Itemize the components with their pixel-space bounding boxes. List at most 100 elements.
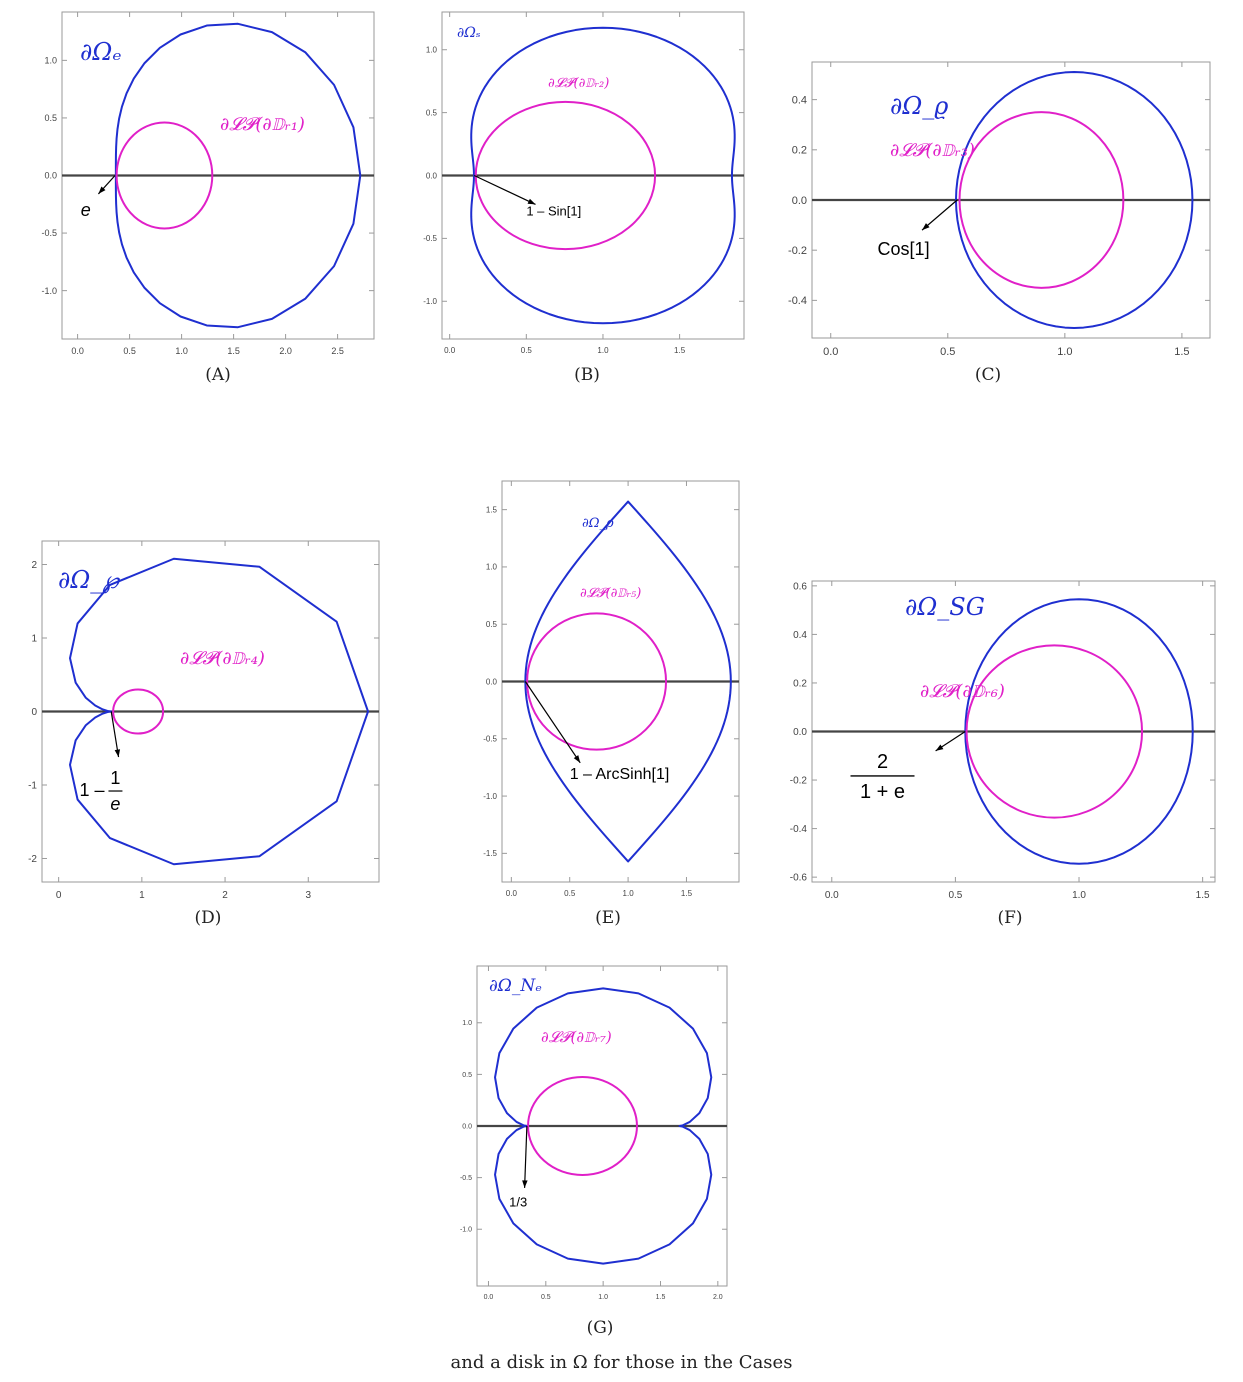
x-tick-label: 0.5 (948, 890, 962, 901)
y-tick-label: -1.5 (483, 849, 497, 858)
y-tick-label: -0.2 (788, 245, 807, 257)
y-tick-label: 1.0 (462, 1020, 472, 1027)
x-tick-label: 1.0 (175, 346, 188, 356)
x-tick-label: 0 (56, 890, 62, 901)
outer-curve-label: ∂Ω_Nₑ (489, 976, 542, 996)
arrow-head (114, 749, 121, 758)
point-annotation: 1/3 (509, 1195, 527, 1210)
point-annotation: Cos[1] (878, 239, 930, 259)
y-tick-label: -0.5 (483, 735, 497, 744)
point-annotation: e (81, 200, 91, 220)
panel-g: 0.0 0.5 1.0 1.5 2.0 -1.0 -0.5 0.0 0.5 1.0 1/3 ∂Ω_Nₑ… (460, 965, 728, 1338)
x-tick-label: 2.0 (713, 1294, 723, 1301)
annotation-numerator: 2 (877, 751, 888, 773)
y-tick-label: 0.0 (44, 171, 57, 181)
x-tick-label: 0.0 (484, 1294, 494, 1301)
x-tick-label: 1.0 (597, 346, 609, 355)
panel-a: 0.0 0.5 1.0 1.5 2.0 2.5 -1.0 -0.5 0.0 0.5 1.0 e ∂Ωₑ ∂… (41, 11, 375, 385)
x-tick-label: 1.5 (227, 346, 240, 356)
arrow-head (935, 744, 944, 751)
y-tick-label: -0.5 (423, 234, 437, 243)
y-tick-label: -1 (28, 780, 37, 791)
x-tick-label: 1.0 (623, 889, 635, 898)
panel-caption: (G) (587, 1318, 614, 1338)
outer-boundary-curve (114, 22, 362, 329)
arrow-head (573, 755, 581, 763)
y-tick-label: -2 (28, 854, 37, 865)
x-tick-label: 0.5 (541, 1294, 551, 1301)
panel-e: 0.0 0.5 1.0 1.5 -1.5 -1.0 -0.5 0.0 0.5 1.0 1.5 1 – … (483, 480, 740, 928)
panel-caption: (F) (997, 908, 1022, 928)
arrow-head (527, 198, 536, 205)
x-tick-label: 1.5 (1174, 346, 1189, 358)
x-tick-label: 0.0 (71, 346, 84, 356)
y-tick-label: 0.4 (792, 94, 807, 106)
bottom-caption: and a disk in Ω for those in the Cases (450, 1352, 793, 1373)
x-tick-label: 1 (139, 890, 145, 901)
y-tick-label: 0.5 (426, 108, 438, 117)
outer-curve-label: ∂Ωₛ (457, 25, 481, 41)
inner-curve-label: ∂𝓛𝓟(∂𝔻ᵣ₇) (541, 1028, 612, 1046)
panel-caption: (A) (205, 365, 231, 385)
y-tick-label: 0.0 (792, 195, 807, 207)
x-tick-label: 1.5 (656, 1294, 666, 1301)
panel-b: 0.0 0.5 1.0 1.5 -1.0 -0.5 0.0 0.5 1.0 1 – Sin[1] ∂… (423, 11, 745, 385)
y-tick-label: 1.5 (486, 505, 498, 514)
x-tick-label: 1.0 (598, 1294, 608, 1301)
inner-curve-label: ∂𝓛𝓟(∂𝔻ᵣ₂) (548, 76, 609, 91)
panel-caption: (E) (595, 908, 621, 928)
arrow-head (98, 186, 106, 194)
point-annotation: 1 – Sin[1] (526, 204, 581, 219)
y-tick-label: 1 (31, 634, 37, 645)
inner-curve-label: ∂𝓛𝓟(∂𝔻ᵣ₁) (220, 114, 305, 135)
arrow-head (922, 223, 930, 231)
inner-curve-label: ∂𝓛𝓟(∂𝔻ᵣ₃) (890, 140, 975, 161)
y-tick-label: 0.4 (793, 630, 807, 641)
outer-boundary-curve (524, 500, 732, 863)
inner-disk-curve (965, 644, 1144, 819)
outer-curve-label: ∂Ω_ϱ (890, 92, 948, 120)
y-tick-label: -0.2 (790, 776, 808, 787)
x-tick-label: 3 (305, 890, 311, 901)
y-tick-label: -1.0 (460, 1227, 472, 1234)
outer-boundary-curve (68, 557, 370, 866)
x-tick-label: 1.5 (674, 346, 686, 355)
y-tick-label: 0.0 (486, 677, 498, 686)
arrow-head (522, 1180, 528, 1188)
x-tick-label: 0.0 (823, 346, 838, 358)
outer-curve-label: ∂Ω_ρ (582, 516, 614, 531)
x-tick-label: 0.5 (564, 889, 576, 898)
outer-boundary-curve (954, 71, 1194, 329)
inner-disk-curve (527, 1075, 638, 1177)
y-tick-label: 0.2 (793, 678, 807, 689)
panel-caption: (B) (574, 365, 600, 385)
x-tick-label: 0.0 (506, 889, 518, 898)
point-annotation: 1 – (79, 780, 104, 800)
y-tick-label: 0 (31, 707, 37, 718)
y-tick-label: 0.5 (462, 1072, 472, 1079)
y-tick-label: -0.4 (790, 824, 808, 835)
annotation-arrow (110, 711, 120, 758)
y-tick-label: 1.0 (44, 56, 57, 66)
inner-curve-label: ∂𝓛𝓟(∂𝔻ᵣ₄) (180, 648, 265, 669)
panel-f: 0.0 0.5 1.0 1.5 -0.6 -0.4 -0.2 0.0 0.2 0.4 0.6 2 1 +… (790, 580, 1216, 928)
y-tick-label: -0.6 (790, 873, 808, 884)
y-tick-label: -0.5 (41, 228, 57, 238)
inner-disk-curve (474, 100, 657, 251)
y-tick-label: -1.0 (423, 297, 437, 306)
annotation-denominator: e (110, 794, 120, 814)
inner-curve-label: ∂𝓛𝓟(∂𝔻ᵣ₅) (580, 586, 641, 601)
x-tick-label: 1.5 (1196, 890, 1210, 901)
x-tick-label: 0.0 (444, 346, 456, 355)
inner-disk-curve (112, 688, 165, 735)
panel-caption: (C) (975, 365, 1001, 385)
outer-boundary-curve (470, 26, 736, 325)
outer-curve-label: ∂Ω_℘ (58, 566, 120, 594)
y-tick-label: -0.5 (460, 1175, 472, 1182)
x-tick-label: 2.5 (331, 346, 344, 356)
outer-curve-label: ∂Ω_SG (905, 593, 985, 621)
x-tick-label: 2 (222, 890, 228, 901)
y-tick-label: 0.6 (793, 581, 807, 592)
inner-curve-label: ∂𝓛𝓟(∂𝔻ᵣ₆) (920, 681, 1005, 702)
